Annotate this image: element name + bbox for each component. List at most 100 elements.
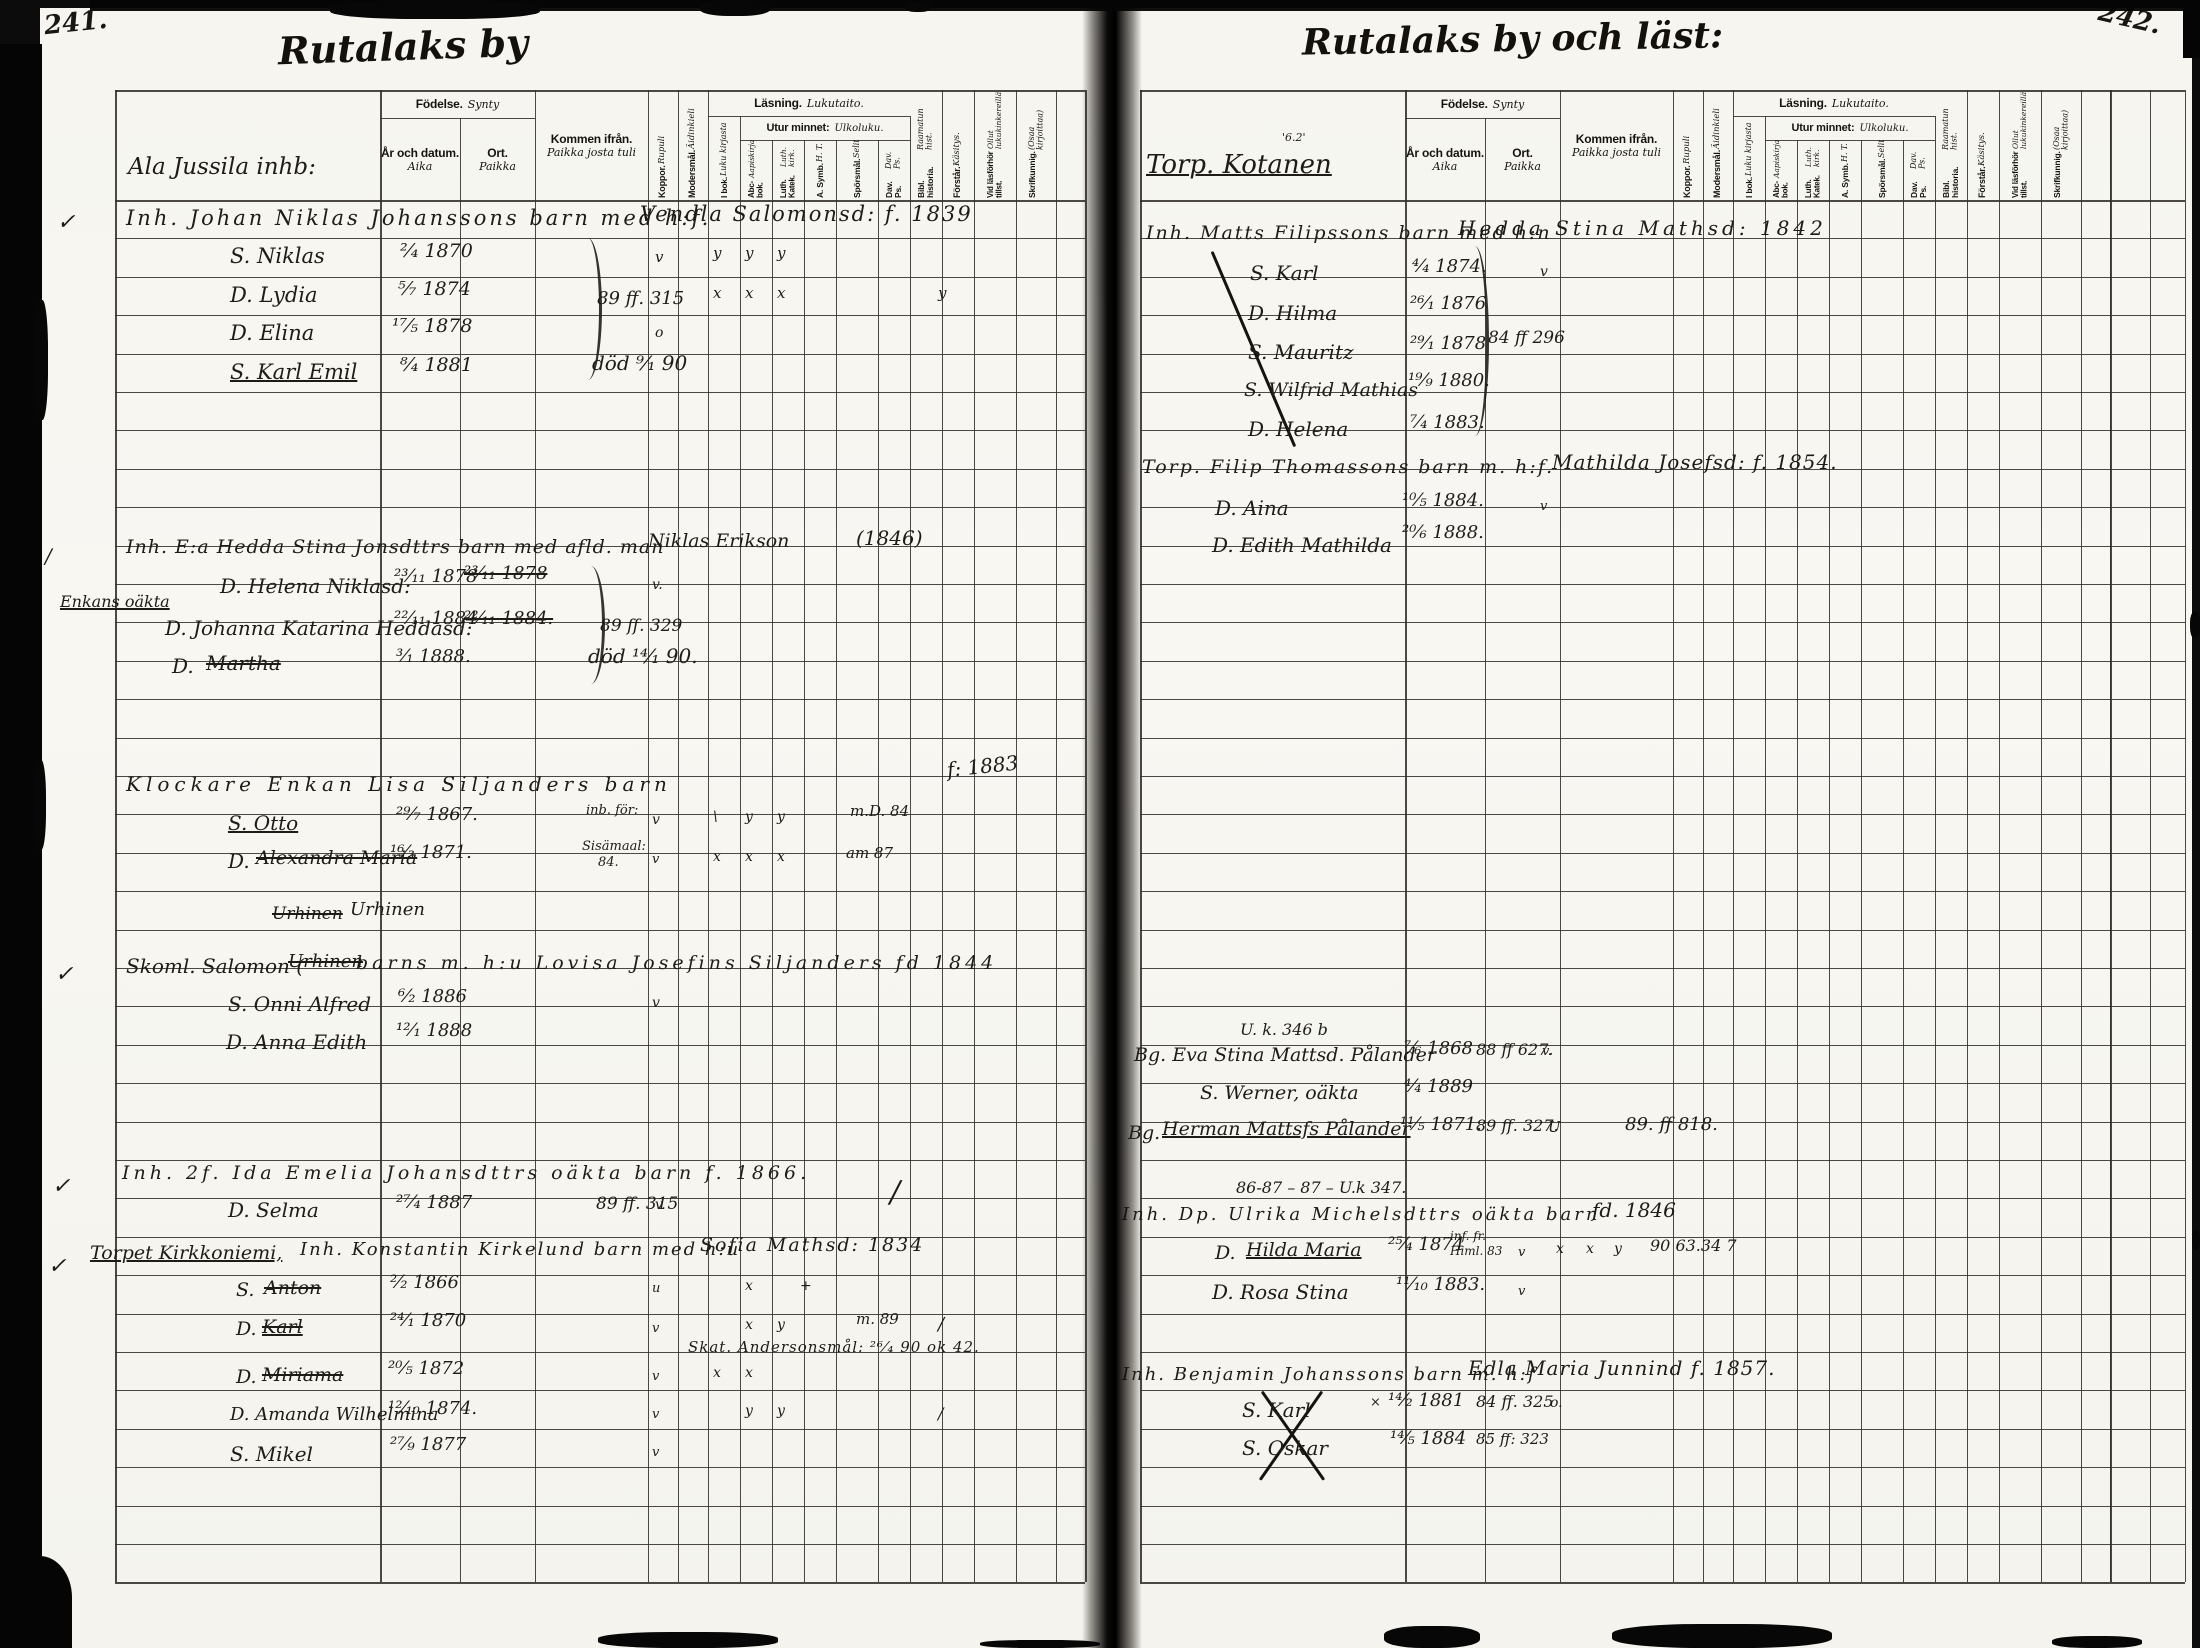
grid-vline [1999,90,2000,1582]
handwriting-entry: barns m. h:u Lovisa Josefins Siljanders … [356,952,998,974]
handwriting-entry: ²⁄₂ 1866 [390,1272,459,1293]
grid-hline [115,1467,1085,1469]
grid-hline [115,1428,1085,1430]
handwriting-entry: x [745,849,753,865]
handwriting-entry: S. Mikel [230,1442,313,1466]
grid-hline [1140,1275,2185,1277]
handwriting-entry: x [713,849,721,865]
grid-hline [1140,200,2185,202]
handwriting-entry: 84. [598,855,619,870]
grid-hline [1140,545,2185,547]
grid-hline [115,852,1085,854]
handwriting-entry: v [1518,1284,1526,1299]
handwriting-entry: S. Wilfrid Mathias [1244,379,1418,401]
handwriting-entry: ²⁶⁄₁ 1876 [1410,293,1487,314]
handwriting-entry: 89 ff. 327. [1476,1116,1559,1135]
col-birth-label: Födelse. Synty [1440,97,1525,111]
handwriting-entry: Inh. 2f. Ida Emelia Johansdttrs oäkta ba… [122,1162,811,1184]
grid-vline [1935,116,1936,1582]
grid-hline [115,891,1085,893]
handwriting-entry: x [777,284,786,302]
col-from_memory-label: Utur minnet: Ulkoluku. [1791,122,1909,134]
grid-vline [460,118,461,1582]
handwriting-entry: u [652,1281,661,1296]
grid-vline [1016,90,1017,1582]
handwriting-entry: Alexandra Maria [256,847,418,869]
grid-hline [1405,118,1560,119]
handwriting-entry: Anton [264,1277,322,1299]
handwriting-entry: Inh. Dp. Ulrika Michelsdttrs oäkta barn [1122,1204,1601,1225]
handwriting-entry: ✓ [55,962,74,987]
handwriting-entry: Sisämaal: [582,839,646,854]
handwriting-entry: ⁷⁄₆ 1868 [1404,1038,1473,1059]
grid-vline [1765,116,1766,1582]
grid-hline [1140,584,2185,585]
handwriting-entry: Klockare Enkan Lisa Siljanders barn [126,772,672,796]
handwriting-entry: D. Helena [1248,417,1349,441]
grid-hline [1140,776,2185,777]
grid-vline [1733,90,1734,1582]
grid-hline [115,90,1085,92]
grid-hline [115,1390,1085,1392]
handwriting-entry: y [938,284,947,302]
handwriting-entry: v [652,1407,660,1422]
grid-hline [1140,929,2185,931]
grid-hline [1140,353,2185,355]
handwriting-entry: Enkans oäkta [60,592,170,611]
grid-hline [1140,1428,2185,1430]
grid-hline [115,1083,1085,1085]
handwriting-entry: x [713,284,722,302]
handwriting-entry: v [1518,1245,1526,1260]
handwriting-entry: ¹²⁄₁ 1888 [396,1020,473,1041]
handwriting-entry: x [777,849,785,865]
handwriting-entry: ∕ [938,1404,944,1423]
grid-hline [1140,699,2185,701]
grid-hline [115,1352,1085,1353]
handwriting-entry: död ⁹⁄₁ 90 [592,351,688,375]
handwriting-entry: ⁴⁄₄ 1889 [1404,1076,1473,1097]
handwriting-entry: ⁷⁄₄ 1883. [1410,412,1485,433]
handwriting-entry: Sofia Mathsd: 1834 [700,1234,925,1256]
grid-vline [740,116,741,1582]
handwriting-entry: x [745,1317,753,1333]
grid-vline [115,90,117,1582]
handwriting-entry: U. k. 346 b [1240,1020,1328,1039]
handwriting-entry: m. 89 [856,1310,899,1328]
handwriting-entry: Miriama [262,1364,344,1386]
grid-vline [1673,90,1674,1582]
grid-vline [1829,140,1830,1582]
handwriting-entry: Inh. Benjamin Johanssons barn m. h:f [1122,1364,1537,1385]
handwriting-entry: ⁴⁄₄ 1874. [1412,256,1487,277]
grid-vline [2150,90,2151,1582]
handwriting-entry: S. Karl [1250,261,1319,285]
handwriting-entry: x [713,1365,721,1381]
handwriting-entry: ²⁰⁄₅ 1872 [388,1358,465,1379]
handwriting-entry: D. Aina [1215,496,1289,520]
handwriting-entry: ³⁄₁ 1888. [396,646,471,667]
handwriting-entry: v. [1542,1044,1552,1059]
handwriting-entry: D. Amanda Wilhelmina [230,1404,439,1425]
handwriting-entry: Inh. Konstantin Kirkelund barn med h:u [300,1239,741,1260]
grid-vline [1703,90,1704,1582]
grid-hline [1140,1236,2185,1238]
grid-vline [1967,90,1968,1582]
grid-hline [115,1198,1085,1200]
handwriting-entry: Torp. Filip Thomassons barn m. h:f. [1142,456,1555,478]
grid-vline [648,90,649,1582]
grid-hline [115,1582,1085,1584]
handwriting-entry: U [1548,1118,1561,1136]
handwriting-entry: S. Werner, oäkta [1200,1082,1359,1104]
handwriting-entry: y [777,1403,785,1419]
grid-vline [678,90,679,1582]
grid-hline [1140,1044,2185,1046]
grid-hline [115,1313,1085,1315]
handwriting-entry: Urhinen [288,951,363,972]
handwriting-entry: 84 ff. 325 [1476,1392,1554,1411]
handwriting-entry: '6.2' [1282,131,1306,144]
grid-hline [1140,622,2185,624]
grid-hline [115,737,1085,739]
handwriting-entry: D. Elina [230,321,315,345]
grid-vline [974,90,975,1582]
grid-hline [380,118,535,119]
handwriting-entry: v [1540,499,1548,514]
